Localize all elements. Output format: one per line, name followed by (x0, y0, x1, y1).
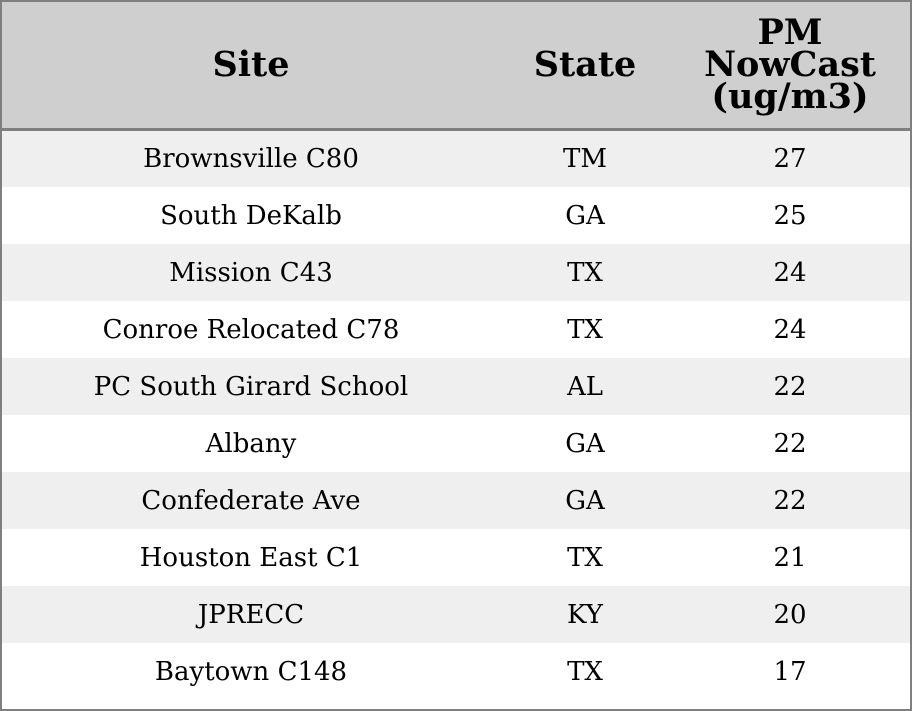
header-row: Site State PM NowCast (ug/m3) (2, 2, 910, 131)
cell-pm: 17 (670, 643, 910, 700)
cell-state: AL (500, 358, 670, 415)
cell-pm: 20 (670, 586, 910, 643)
table-row: Houston East C1 TX 21 (2, 529, 910, 586)
cell-state: GA (500, 472, 670, 529)
header-state: State (500, 2, 670, 131)
cell-pm: 22 (670, 415, 910, 472)
table-row: Mission C43 TX 24 (2, 244, 910, 301)
cell-pm: 24 (670, 244, 910, 301)
table-row: Confederate Ave GA 22 (2, 472, 910, 529)
table-body: Brownsville C80 TM 27 South DeKalb GA 25… (2, 129, 910, 700)
data-table: Site State PM NowCast (ug/m3) Brownsvill… (2, 2, 910, 700)
cell-site: Houston East C1 (2, 529, 500, 586)
table-row: Brownsville C80 TM 27 (2, 129, 910, 187)
table-row: Conroe Relocated C78 TX 24 (2, 301, 910, 358)
cell-pm: 25 (670, 187, 910, 244)
cell-site: PC South Girard School (2, 358, 500, 415)
cell-state: GA (500, 187, 670, 244)
cell-pm: 22 (670, 472, 910, 529)
cell-pm: 24 (670, 301, 910, 358)
cell-site: JPRECC (2, 586, 500, 643)
cell-site: South DeKalb (2, 187, 500, 244)
cell-state: TX (500, 643, 670, 700)
table-row: Baytown C148 TX 17 (2, 643, 910, 700)
cell-site: Brownsville C80 (2, 129, 500, 187)
cell-state: TM (500, 129, 670, 187)
cell-pm: 21 (670, 529, 910, 586)
cell-site: Baytown C148 (2, 643, 500, 700)
cell-pm: 27 (670, 129, 910, 187)
table-row: JPRECC KY 20 (2, 586, 910, 643)
header-pm-nowcast: PM NowCast (ug/m3) (670, 2, 910, 131)
cell-state: TX (500, 529, 670, 586)
cell-state: GA (500, 415, 670, 472)
cell-site: Albany (2, 415, 500, 472)
cell-state: TX (500, 301, 670, 358)
header-pm-line3: (ug/m3) (711, 76, 869, 117)
cell-site: Confederate Ave (2, 472, 500, 529)
header-site: Site (2, 2, 500, 131)
table-row: PC South Girard School AL 22 (2, 358, 910, 415)
table-header: Site State PM NowCast (ug/m3) (2, 2, 910, 131)
cell-site: Mission C43 (2, 244, 500, 301)
header-pm-line2: NowCast (704, 44, 876, 85)
cell-pm: 22 (670, 358, 910, 415)
header-pm-line1: PM (757, 12, 823, 53)
cell-state: TX (500, 244, 670, 301)
cell-site: Conroe Relocated C78 (2, 301, 500, 358)
table-row: South DeKalb GA 25 (2, 187, 910, 244)
cell-state: KY (500, 586, 670, 643)
table-row: Albany GA 22 (2, 415, 910, 472)
